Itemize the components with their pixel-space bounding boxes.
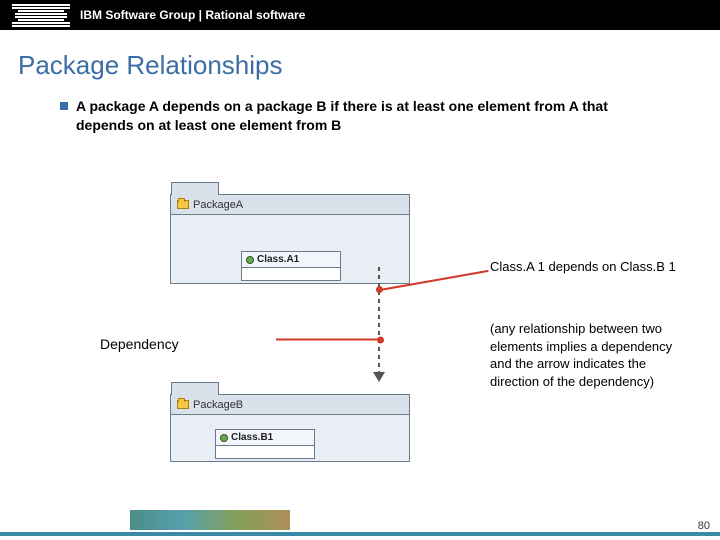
dependency-arrow — [378, 267, 380, 380]
package-a: PackageA Class.A1 — [170, 194, 410, 284]
class-a1: Class.A1 — [241, 251, 341, 281]
footer: 80 — [0, 516, 720, 540]
callout-line-left — [276, 339, 380, 341]
package-b-name: PackageB — [193, 399, 243, 411]
class-icon — [246, 256, 254, 264]
class-icon — [220, 434, 228, 442]
package-b: PackageB Class.B1 — [170, 394, 410, 462]
bullet-text: A package A depends on a package B if th… — [76, 97, 640, 135]
footer-bar — [0, 532, 720, 536]
slide-title: Package Relationships — [18, 50, 720, 81]
folder-icon — [177, 200, 189, 209]
page-number: 80 — [698, 520, 710, 532]
folder-icon — [177, 400, 189, 409]
footer-decor — [130, 510, 290, 530]
note-explain: (any relationship between two elements i… — [490, 320, 690, 390]
class-b1: Class.B1 — [215, 429, 315, 459]
bullet-marker — [60, 102, 68, 110]
bullet-row: A package A depends on a package B if th… — [60, 97, 640, 135]
note-depends: Class.A 1 depends on Class.B 1 — [490, 258, 690, 276]
uml-diagram: PackageA Class.A1 PackageB Class.B1 — [130, 180, 430, 460]
topbar-subtitle: IBM Software Group | Rational software — [80, 8, 305, 22]
class-b1-name: Class.B1 — [231, 432, 273, 443]
package-a-name: PackageA — [193, 199, 243, 211]
dependency-label: Dependency — [100, 336, 179, 352]
ibm-logo — [12, 4, 70, 27]
class-a1-name: Class.A1 — [257, 254, 299, 265]
top-bar: IBM Software Group | Rational software — [0, 0, 720, 30]
